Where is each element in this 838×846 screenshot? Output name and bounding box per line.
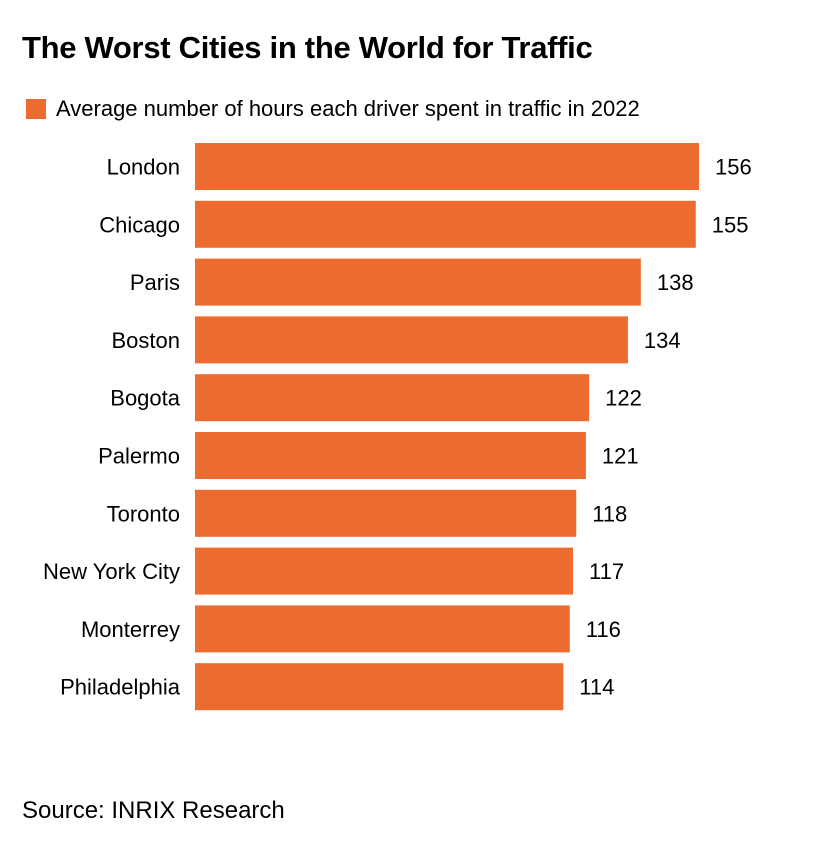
category-label: Toronto xyxy=(107,501,180,526)
value-label: 156 xyxy=(715,155,752,180)
category-label: Bogota xyxy=(110,386,180,411)
category-label: Paris xyxy=(130,270,180,295)
value-label: 155 xyxy=(712,212,749,237)
source-note: Source: INRIX Research xyxy=(22,797,285,824)
category-label: Philadelphia xyxy=(60,675,181,700)
category-label: London xyxy=(107,155,180,180)
value-label: 134 xyxy=(644,328,681,353)
bar-palermo xyxy=(195,432,586,479)
legend-label: Average number of hours each driver spen… xyxy=(56,96,640,121)
legend: Average number of hours each driver spen… xyxy=(26,96,640,122)
legend-swatch xyxy=(26,99,46,119)
bar-boston xyxy=(195,316,628,364)
category-label: Boston xyxy=(112,328,181,353)
bar-philadelphia xyxy=(195,663,564,711)
value-label: 138 xyxy=(657,270,694,295)
bar-toronto xyxy=(195,489,577,537)
bar-london xyxy=(195,143,699,190)
bar-bogota xyxy=(195,374,590,422)
bar-monterrey xyxy=(195,605,570,653)
value-label: 118 xyxy=(592,501,627,526)
category-label: New York City xyxy=(43,559,180,584)
value-label: 116 xyxy=(586,617,621,642)
category-label: Palermo xyxy=(98,444,180,469)
value-label: 117 xyxy=(589,559,624,584)
value-label: 114 xyxy=(579,675,614,700)
bar-new-york-city xyxy=(195,547,573,595)
category-label: Monterrey xyxy=(81,617,180,642)
value-label: 121 xyxy=(602,444,639,469)
bar-chicago xyxy=(195,200,696,248)
chart-title: The Worst Cities in the World for Traffi… xyxy=(22,30,593,65)
value-label: 122 xyxy=(605,386,642,411)
bar-paris xyxy=(195,258,641,306)
category-label: Chicago xyxy=(99,212,180,237)
